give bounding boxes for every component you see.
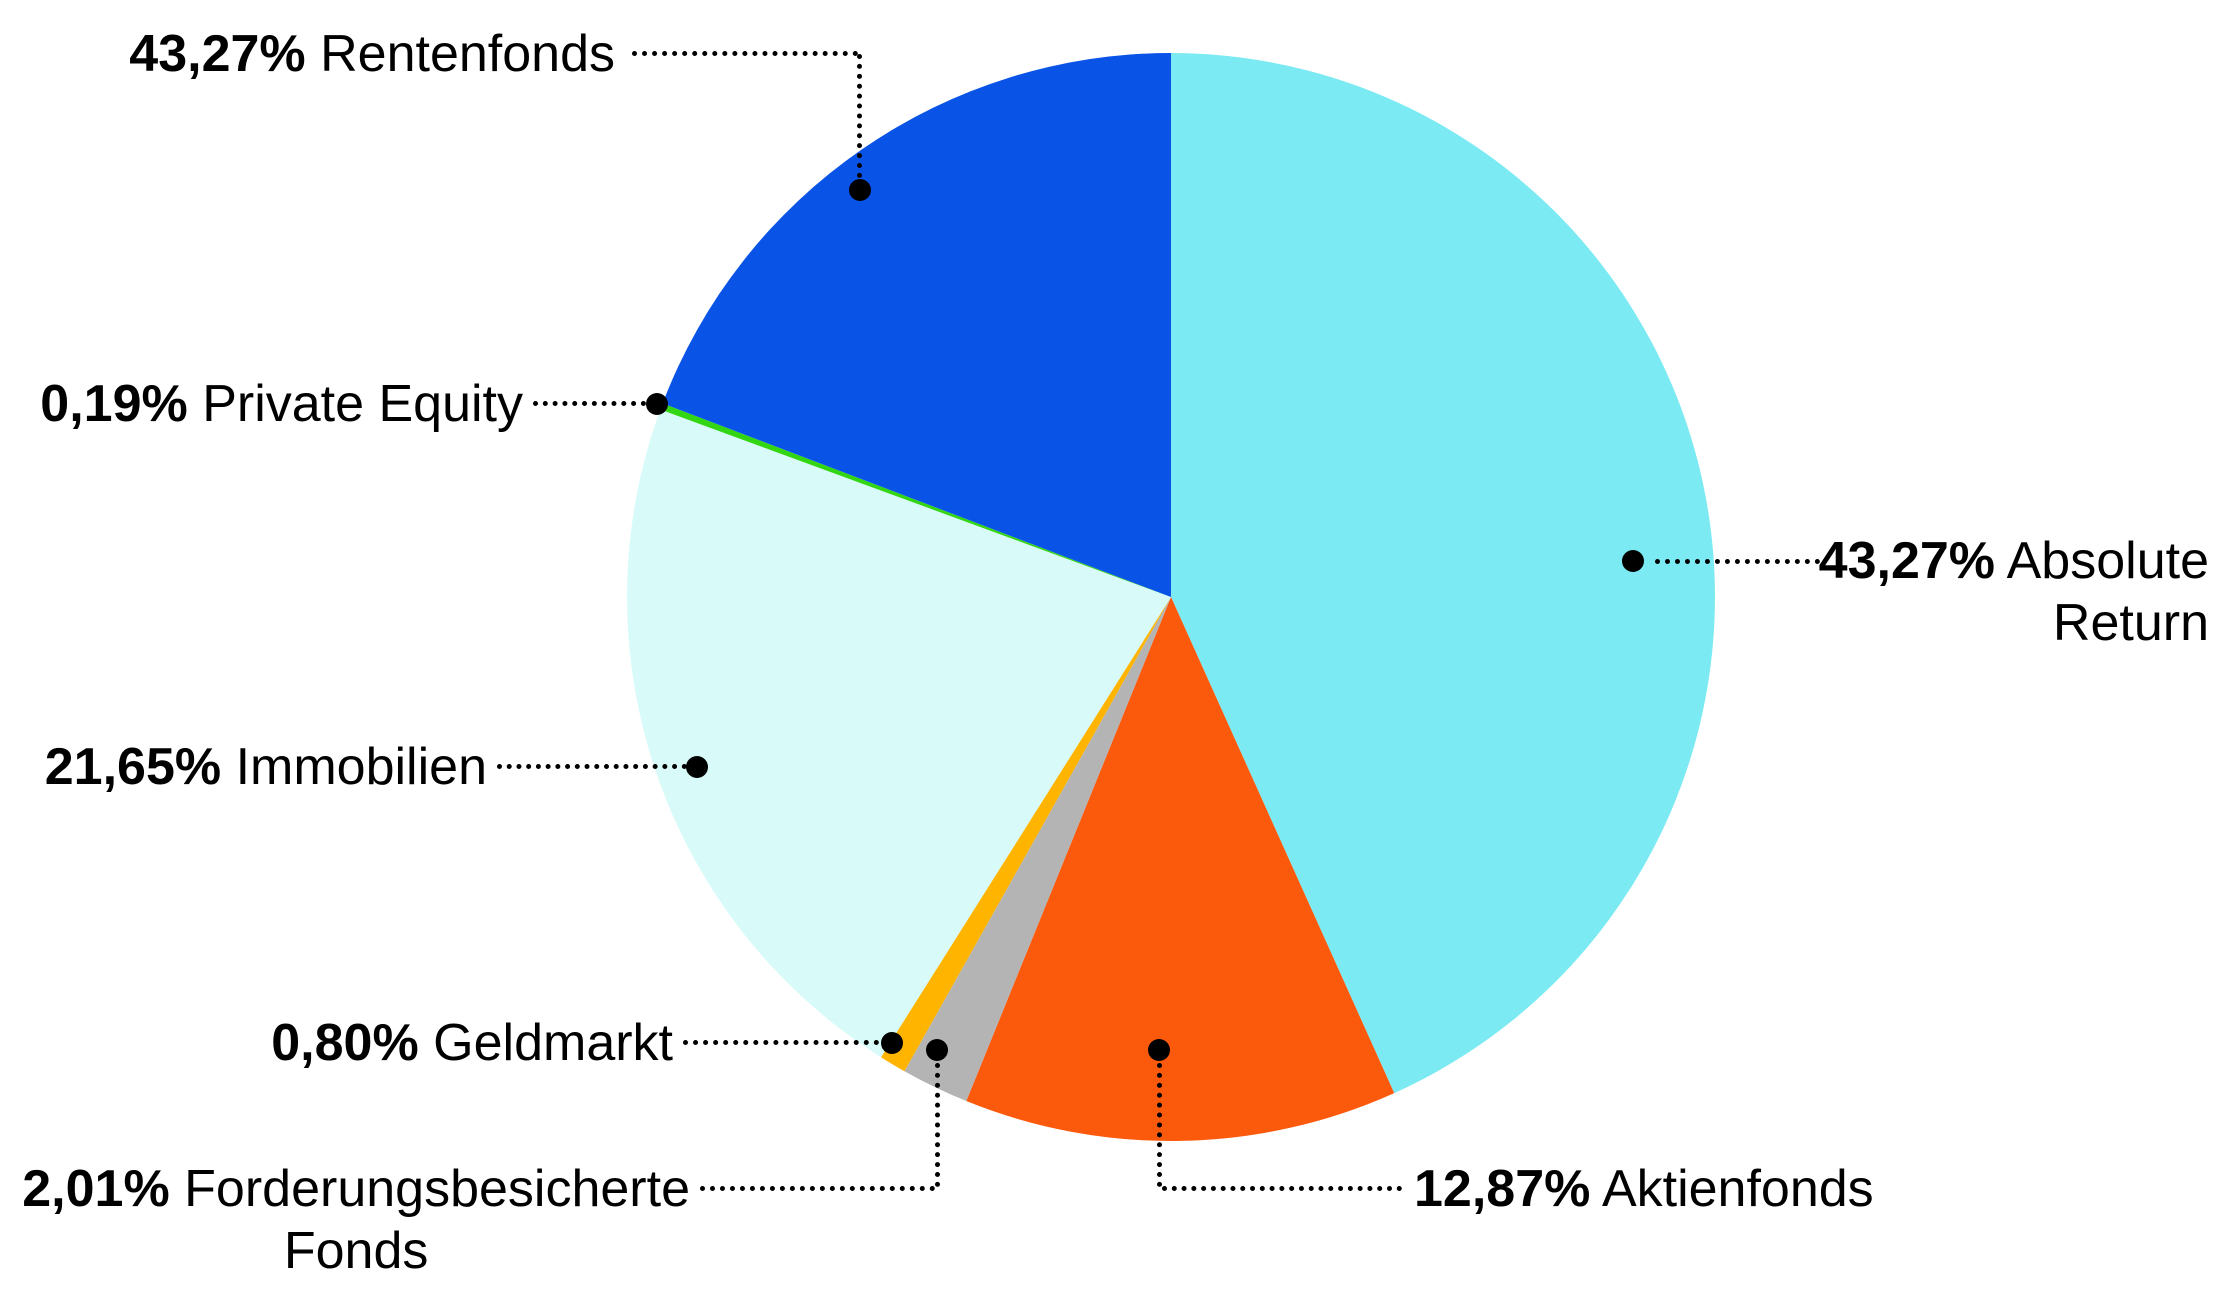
leader-line-rentenfonds-v	[857, 54, 862, 178]
callout-dot-forderungsbesicherte	[926, 1039, 948, 1061]
callout-dot-aktienfonds	[1148, 1039, 1170, 1061]
label-aktienfonds: 12,87% Aktienfonds	[1414, 1158, 1874, 1220]
absolute-return-line2: Return	[1819, 592, 2209, 654]
private-equity-name: Private Equity	[202, 375, 523, 433]
leader-line-immobilien-h	[497, 764, 687, 769]
pie-slice-forderungsbesicherte-fonds	[904, 597, 1171, 1102]
leader-line-forderungsbesicherte-v	[935, 1063, 940, 1187]
private-equity-percentage: 0,19%	[40, 375, 188, 433]
absolute-return-line1: 43,27% Absolute	[1819, 530, 2209, 592]
leader-line-private-equity-h	[533, 401, 646, 406]
label-absolute-return: 43,27% Absolute Return	[1819, 530, 2209, 654]
pie-slice-private-equity	[660, 403, 1171, 597]
forderungsbesicherte-percentage: 2,01%	[22, 1160, 170, 1218]
pie-svg	[626, 53, 1715, 1141]
forderungsbesicherte-name-line2: Fonds	[283, 1222, 429, 1280]
callout-dot-geldmarkt	[881, 1032, 903, 1054]
pie-slice-immobilien	[626, 409, 1171, 1058]
pie-slice-rentenfonds	[662, 53, 1171, 597]
pie-slice-geldmarkt	[880, 597, 1171, 1072]
callout-dot-absolute-return	[1622, 550, 1644, 572]
geldmarkt-name: Geldmarkt	[433, 1014, 673, 1072]
immobilien-percentage: 21,65%	[44, 738, 222, 796]
forderungsbesicherte-line1: 2,01% Forderungsbesicherte	[22, 1158, 690, 1220]
leader-line-rentenfonds-h	[632, 51, 858, 56]
leader-line-aktienfonds-v	[1157, 1063, 1162, 1187]
aktienfonds-percentage: 12,87%	[1414, 1160, 1591, 1218]
label-immobilien: 21,65% Immobilien	[45, 736, 487, 798]
leader-line-absolute-return-h	[1655, 559, 1820, 564]
forderungsbesicherte-line2: Fonds	[22, 1220, 690, 1282]
rentenfonds-percentage: 43,27%	[129, 25, 306, 83]
label-rentenfonds: 43,27% Rentenfonds	[129, 23, 615, 85]
label-geldmarkt: 0,80% Geldmarkt	[271, 1012, 673, 1074]
absolute-return-percentage: 43,27%	[1818, 532, 1996, 590]
pie-slice-absolute-return	[1171, 53, 1715, 1094]
geldmarkt-percentage: 0,80%	[271, 1014, 419, 1072]
aktienfonds-name: Aktienfonds	[1601, 1160, 1874, 1218]
callout-dot-private-equity	[646, 393, 668, 415]
leader-line-geldmarkt-h	[683, 1040, 879, 1045]
callout-dot-immobilien	[686, 756, 708, 778]
label-private-equity: 0,19% Private Equity	[40, 373, 523, 435]
leader-line-forderungsbesicherte-h	[700, 1186, 935, 1191]
rentenfonds-name: Rentenfonds	[320, 25, 615, 83]
callout-dot-rentenfonds	[849, 179, 871, 201]
pie-slice-aktienfonds	[966, 597, 1395, 1141]
absolute-return-name-line1: Absolute	[2006, 532, 2209, 590]
label-forderungsbesicherte-fonds: 2,01% Forderungsbesicherte Fonds	[22, 1158, 690, 1282]
leader-line-aktienfonds-h	[1162, 1186, 1402, 1191]
forderungsbesicherte-name-line1: Forderungsbesicherte	[184, 1160, 690, 1218]
absolute-return-name-line2: Return	[2052, 594, 2209, 652]
immobilien-name: Immobilien	[235, 738, 487, 796]
